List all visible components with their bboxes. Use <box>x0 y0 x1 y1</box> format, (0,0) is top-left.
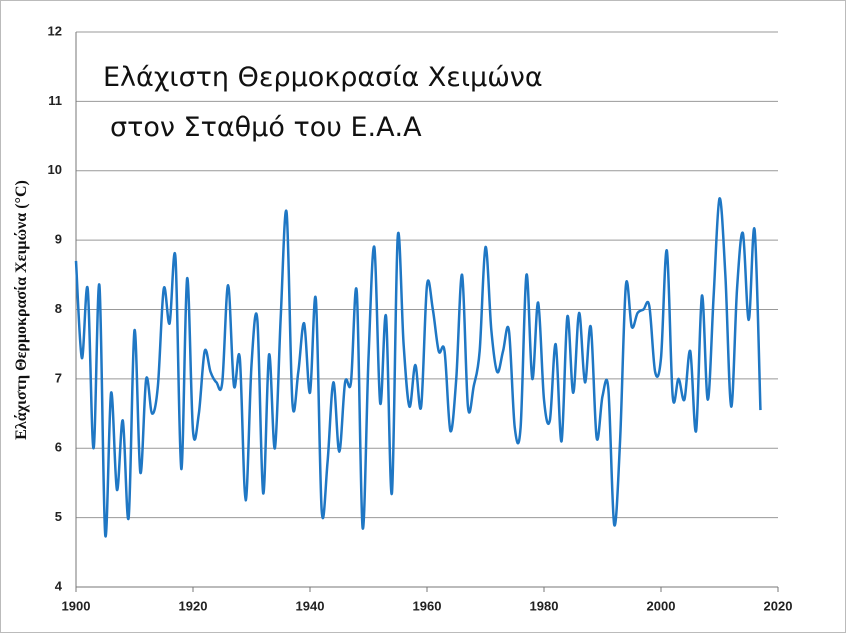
x-tick-label: 2020 <box>764 598 793 613</box>
y-tick-label: 9 <box>55 232 62 247</box>
x-tick-label: 1980 <box>530 598 559 613</box>
x-tick-label: 1900 <box>62 598 91 613</box>
y-tick-label: 6 <box>55 440 62 455</box>
x-tick-label: 1940 <box>296 598 325 613</box>
y-tick-label: 11 <box>48 93 62 108</box>
x-tick-label: 1920 <box>179 598 208 613</box>
y-tick-label: 5 <box>55 509 62 524</box>
x-tick-label: 2000 <box>647 598 676 613</box>
y-tick-label: 7 <box>55 370 62 385</box>
y-axis-label: Ελάχιστη Θερμοκρασία Χειμώνα (°C) <box>13 180 30 440</box>
chart-title: στον Σταθμό του Ε.Α.Α <box>110 112 422 143</box>
chart-title: Ελάχιστη Θερμοκρασία Χειμώνα <box>103 62 543 93</box>
y-tick-label: 12 <box>48 23 62 38</box>
y-tick-label: 10 <box>48 162 62 177</box>
x-tick-label: 1960 <box>413 598 442 613</box>
data-line <box>74 197 762 538</box>
y-tick-label: 8 <box>55 301 62 316</box>
y-tick-label: 4 <box>55 578 63 593</box>
